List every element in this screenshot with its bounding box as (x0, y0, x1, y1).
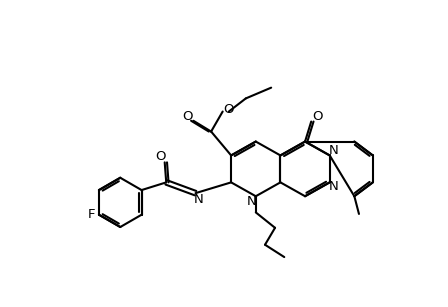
Text: F: F (88, 208, 96, 221)
Text: N: N (329, 144, 338, 157)
Text: O: O (312, 110, 323, 123)
Text: O: O (224, 103, 234, 116)
Text: O: O (182, 110, 193, 123)
Text: N: N (247, 195, 257, 208)
Text: O: O (155, 150, 166, 163)
Text: N: N (329, 180, 338, 193)
Text: N: N (194, 193, 203, 206)
